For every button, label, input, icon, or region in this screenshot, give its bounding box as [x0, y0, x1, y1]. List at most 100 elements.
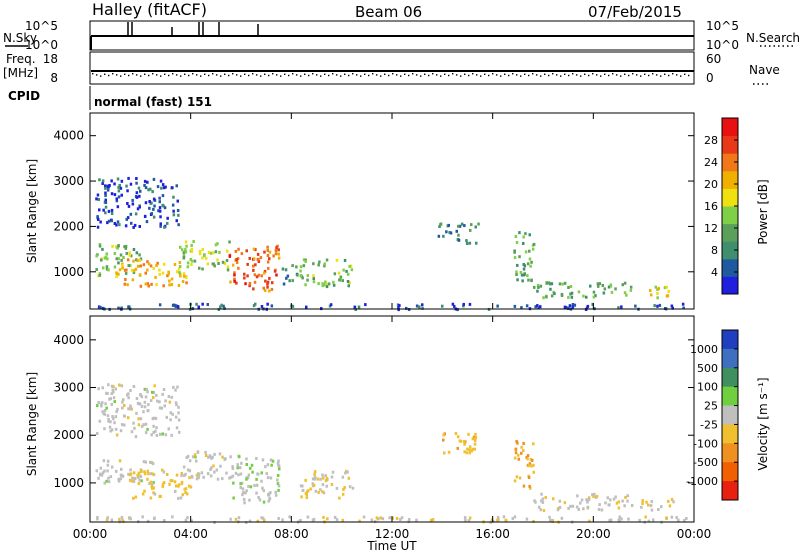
- velocity-colorbar-segment: [722, 443, 738, 463]
- velocity-echo-cell: [136, 473, 139, 477]
- velocity-echo-cell: [531, 458, 534, 462]
- power-echo-cell: [654, 285, 657, 289]
- velocity-echo-cell: [255, 477, 258, 481]
- velocity-echo-cell: [309, 487, 312, 491]
- power-echo-cell: [99, 220, 102, 224]
- power-echo-cell: [107, 219, 111, 223]
- velocity-echo-cell: [111, 415, 114, 418]
- velocity-echo-cell: [193, 453, 197, 457]
- nave-dot: [616, 74, 618, 76]
- velocity-echo-cell: [341, 518, 344, 522]
- velocity-echo-cell: [146, 477, 149, 481]
- velocity-echo-cell: [152, 486, 156, 490]
- velocity-echo-cell: [473, 442, 477, 446]
- velocity-echo-patch: [229, 454, 281, 505]
- power-echo-cell: [304, 283, 307, 287]
- nave-dot: [596, 74, 598, 76]
- power-panel: 1000 2000 3000 4000 4 8 12 16 20 24 28: [53, 112, 739, 312]
- velocity-echo-cell: [274, 490, 277, 494]
- nave-dot: [572, 73, 574, 75]
- velocity-echo-cell: [470, 449, 473, 453]
- power-echo-cell: [124, 246, 128, 250]
- power-echo-cell: [347, 284, 350, 288]
- power-echo-cell: [275, 273, 278, 277]
- velocity-echo-cell: [609, 498, 612, 502]
- velocity-echo-cell: [180, 474, 183, 478]
- velocity-echo-cell: [143, 387, 147, 391]
- power-echo-cell: [522, 263, 525, 266]
- nave-dot: [136, 74, 138, 76]
- power-echo-cell: [296, 273, 299, 277]
- velocity-echo-cell: [161, 432, 164, 436]
- velocity-echo-cell: [180, 480, 184, 484]
- power-echo-cell: [110, 192, 114, 196]
- velocity-echo-cell: [207, 455, 210, 459]
- power-echo-cell: [146, 260, 149, 264]
- nave-dot: [504, 73, 506, 75]
- nave-dot: [192, 73, 194, 75]
- power-echo-cell: [106, 221, 109, 225]
- power-echo-cell: [110, 208, 114, 212]
- power-echo-cell: [111, 244, 114, 248]
- velocity-echo-cell: [582, 507, 585, 511]
- velocity-echo-cell: [135, 397, 139, 400]
- power-echo-cell: [131, 198, 134, 202]
- nave-dot: [636, 74, 638, 76]
- power-echo-cell: [125, 251, 128, 255]
- nave-dot: [236, 74, 238, 76]
- velocity-echo-cell: [502, 515, 506, 519]
- nave-dot: [560, 75, 562, 77]
- power-echo-cell: [166, 274, 169, 278]
- velocity-echo-cell: [257, 496, 260, 499]
- power-echo-cell: [253, 280, 257, 284]
- velocity-echo-cell: [644, 515, 647, 519]
- velocity-echo-cell: [541, 497, 545, 501]
- velocity-echo-cell: [301, 488, 305, 492]
- power-echo-cell: [174, 305, 178, 308]
- power-echo-cell: [441, 304, 444, 308]
- power-echo-cell: [128, 264, 132, 268]
- velocity-echo-cell: [261, 486, 264, 490]
- nave-dot: [372, 73, 374, 75]
- power-echo-cell: [96, 225, 100, 229]
- power-colorbar-segment: [722, 135, 738, 154]
- velocity-echo-cell: [652, 518, 655, 522]
- velocity-echo-cell: [269, 476, 273, 480]
- velocity-echo-cell: [321, 476, 325, 480]
- nave-dot: [116, 74, 118, 76]
- power-echo-cell: [262, 286, 265, 290]
- power-echo-cell: [151, 190, 154, 194]
- power-echo-cell: [190, 249, 194, 253]
- velocity-echo-cell: [141, 515, 144, 519]
- velocity-ytick-label: 3000: [53, 381, 84, 395]
- velocity-echo-cell: [558, 499, 562, 503]
- power-echo-cell: [211, 262, 215, 266]
- velocity-echo-cell: [165, 415, 168, 419]
- power-echo-patch: [115, 258, 188, 288]
- power-echo-cell: [266, 254, 270, 257]
- velocity-echo-cell: [152, 396, 155, 399]
- nave-dot: [292, 73, 294, 75]
- power-echo-cell: [233, 271, 236, 275]
- power-echo-cell: [211, 251, 215, 255]
- velocity-echo-cell: [164, 433, 168, 437]
- velocity-echo-cell: [158, 432, 162, 436]
- velocity-echo-cell: [348, 485, 352, 489]
- velocity-echo-cell: [527, 464, 531, 468]
- power-echo-cell: [158, 268, 161, 272]
- velocity-echo-cell: [231, 474, 235, 478]
- nave-dot: [620, 75, 622, 77]
- velocity-echo-cell: [162, 470, 166, 474]
- power-echo-cell: [198, 266, 201, 270]
- velocity-echo-cell: [262, 500, 266, 504]
- velocity-echo-cell: [234, 517, 238, 521]
- velocity-echo-cell: [325, 476, 329, 480]
- power-echo-cell: [682, 306, 685, 310]
- velocity-echo-cell: [155, 393, 158, 397]
- power-echo-cell: [254, 248, 257, 252]
- power-echo-cell: [312, 262, 315, 266]
- power-echo-cell: [97, 305, 101, 309]
- power-echo-cell: [291, 304, 295, 308]
- velocity-echo-cell: [606, 496, 609, 500]
- power-echo-cell: [119, 186, 123, 190]
